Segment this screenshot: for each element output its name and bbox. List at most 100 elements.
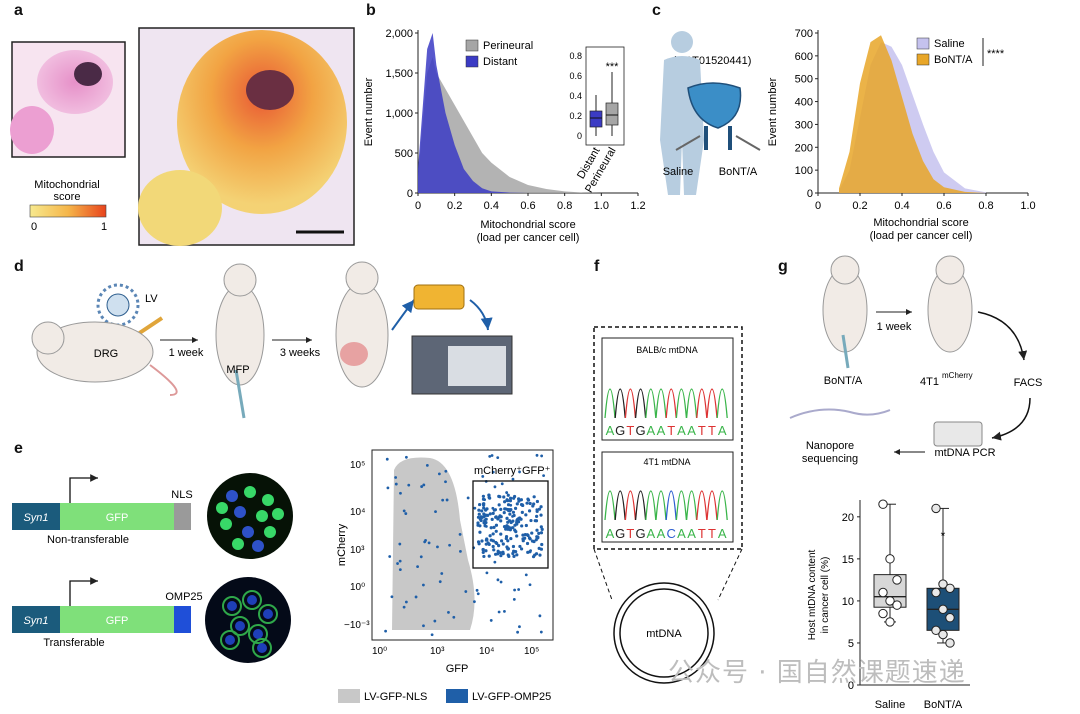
event-dot xyxy=(538,553,542,557)
event-dot xyxy=(515,553,519,557)
event-dot xyxy=(496,456,500,460)
nucleus xyxy=(226,490,238,502)
peak xyxy=(655,490,667,521)
legend-swatch-saline xyxy=(916,37,930,50)
event-dot xyxy=(388,555,392,558)
g-cells-sup: mCherry xyxy=(942,371,973,380)
nanopore-read-icon xyxy=(789,408,891,419)
event-dot xyxy=(518,625,521,629)
flow-xtick: 10⁴ xyxy=(479,646,494,657)
event-dot xyxy=(496,578,500,582)
peak xyxy=(696,388,708,419)
panel-b-xticks: 0 0.2 0.4 0.6 0.8 1.0 1.2 xyxy=(415,193,646,212)
flow-cytometer-panel xyxy=(448,346,506,386)
event-dot xyxy=(502,525,507,529)
omp25-events xyxy=(384,453,546,637)
panel-d: LV DRG 1 week MFP 3 weeks xyxy=(31,261,513,419)
event-dot xyxy=(509,536,513,541)
mitochondria-stain xyxy=(230,616,250,636)
peak xyxy=(706,490,718,521)
g-arrow-2 xyxy=(977,311,1028,361)
event-dot xyxy=(494,540,498,545)
trace-1-title: BALB/c mtDNA xyxy=(636,345,698,355)
event-dot xyxy=(422,483,426,487)
event-dot xyxy=(487,542,491,546)
event-dot xyxy=(490,454,494,457)
panel-c-significance: **** xyxy=(987,48,1005,60)
trace-2-title: 4T1 mtDNA xyxy=(643,457,690,467)
inset-ytick: 0.6 xyxy=(569,71,582,81)
mitochondria-stain xyxy=(242,590,262,610)
promoter-arrow-2 xyxy=(69,577,98,606)
peak xyxy=(645,490,657,521)
event-dot xyxy=(518,516,522,520)
flow-xtick: 10⁰ xyxy=(372,646,387,657)
xtick-label: 0 xyxy=(815,200,821,212)
d-three-weeks: 3 weeks xyxy=(280,347,321,359)
gfp-label-2: GFP xyxy=(106,615,129,627)
botox-syringe-icon xyxy=(735,135,761,151)
nucleus xyxy=(257,643,267,653)
bladder-icon xyxy=(687,82,742,129)
event-dot xyxy=(484,542,488,546)
event-dot xyxy=(536,536,540,540)
event-dot xyxy=(407,483,411,487)
event-dot xyxy=(489,538,493,542)
drg-label: DRG xyxy=(94,348,118,360)
g-needle xyxy=(841,334,850,369)
event-dot xyxy=(477,542,481,546)
event-dot xyxy=(481,502,485,506)
gfp-label-1: GFP xyxy=(106,512,129,524)
data-point xyxy=(885,617,895,627)
legend-swatch-perineural xyxy=(465,39,479,52)
event-dot xyxy=(503,500,507,504)
event-dot xyxy=(505,516,509,520)
event-dot xyxy=(422,583,425,587)
trace-1-peaks xyxy=(604,388,728,419)
event-dot xyxy=(437,472,441,476)
event-dot xyxy=(531,504,535,508)
event-dot xyxy=(478,524,482,528)
flow-xlabel: GFP xyxy=(446,663,469,675)
event-dot xyxy=(427,541,431,545)
event-dot xyxy=(489,619,493,622)
panel-c-xlabel-1: Mitochondrial score xyxy=(873,217,968,229)
patient-head xyxy=(671,31,693,53)
mito-nerve-region xyxy=(246,70,294,110)
event-dot xyxy=(399,491,402,495)
mito-tumor-region-2 xyxy=(138,170,222,246)
xtick-label: 1.0 xyxy=(594,200,609,212)
event-dot xyxy=(526,498,531,502)
g-cat-botox: BoNT/A xyxy=(924,699,963,711)
event-dot xyxy=(514,529,518,534)
data-point xyxy=(878,499,888,509)
event-dot xyxy=(511,477,515,481)
event-dot xyxy=(539,531,544,535)
event-dot xyxy=(492,548,496,552)
base-letter: G xyxy=(615,526,625,541)
xtick-label: 0.6 xyxy=(936,200,951,212)
event-dot xyxy=(499,539,504,543)
event-dot xyxy=(509,496,513,500)
he-nerve-region xyxy=(74,62,102,86)
event-dot xyxy=(479,515,483,519)
base-letter: A xyxy=(677,423,686,438)
event-dot xyxy=(513,588,516,592)
panel-b-ylabel: Event number xyxy=(363,77,375,146)
event-dot xyxy=(498,495,502,499)
base-letter: T xyxy=(626,526,634,541)
event-dot xyxy=(416,565,419,569)
event-dot xyxy=(533,519,537,523)
base-letter: A xyxy=(718,423,727,438)
event-dot xyxy=(521,503,525,508)
base-letter: A xyxy=(718,526,727,541)
g-cat-saline: Saline xyxy=(875,699,906,711)
g-pcr-label: mtDNA PCR xyxy=(934,447,995,459)
event-dot xyxy=(508,512,512,516)
event-dot xyxy=(542,474,546,478)
mito-colorbar xyxy=(29,204,107,218)
g-ylabel-2: in cancer cell (%) xyxy=(820,557,831,634)
event-dot xyxy=(473,600,476,604)
g-nanopore-2: sequencing xyxy=(802,453,858,465)
base-letter: T xyxy=(626,423,634,438)
